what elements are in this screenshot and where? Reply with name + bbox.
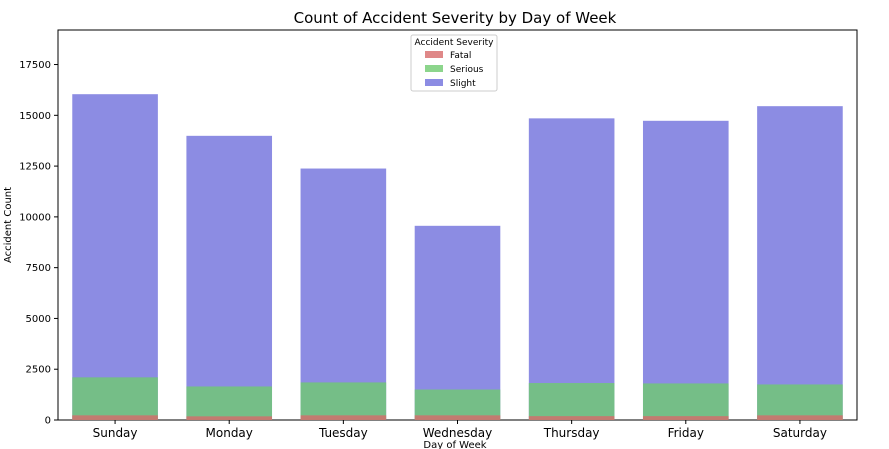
y-tick-label: 10000 xyxy=(19,212,51,223)
x-tick-label-saturday: Saturday xyxy=(773,426,827,440)
bar-slight-friday xyxy=(642,120,729,421)
legend-label-slight: Slight xyxy=(450,79,476,89)
bar-serious-thursday xyxy=(528,383,615,420)
y-tick-label: 17500 xyxy=(19,60,51,71)
x-tick-label-thursday: Thursday xyxy=(543,426,600,440)
bar-serious-monday xyxy=(186,386,273,420)
bar-serious-tuesday xyxy=(300,382,387,420)
bar-slight-wednesday xyxy=(414,225,501,420)
y-tick-label: 7500 xyxy=(26,263,51,274)
bar-serious-wednesday xyxy=(414,389,501,420)
legend-title: Accident Severity xyxy=(415,38,495,48)
y-tick-label: 12500 xyxy=(19,162,51,173)
bar-serious-friday xyxy=(642,383,729,420)
chart-title: Count of Accident Severity by Day of Wee… xyxy=(294,9,617,27)
bar-serious-saturday xyxy=(757,384,843,420)
bar-fatal-tuesday xyxy=(300,415,387,420)
bar-slight-sunday xyxy=(72,94,158,420)
x-tick-label-monday: Monday xyxy=(206,426,253,440)
plot-area: Sunday Monday Tuesday Wednesday Thursday Frid… xyxy=(19,29,858,440)
bar-slight-tuesday xyxy=(300,168,387,420)
bar-fatal-sunday xyxy=(72,415,158,420)
legend-swatch-slight xyxy=(425,79,443,86)
bar-slight-saturday xyxy=(757,106,843,421)
x-axis-label: Day of Week xyxy=(423,440,486,449)
bar-fatal-saturday xyxy=(757,415,843,420)
bar-slight-thursday xyxy=(528,118,615,421)
bar-fatal-thursday xyxy=(528,416,615,420)
x-tick-label-tuesday: Tuesday xyxy=(318,426,368,440)
x-tick-label-sunday: Sunday xyxy=(93,426,138,440)
bar-fatal-wednesday xyxy=(414,415,501,420)
legend: Accident Severity Fatal Serious Slight xyxy=(410,34,498,92)
legend-frame xyxy=(410,34,498,92)
legend-swatch-fatal xyxy=(425,51,443,58)
bar-serious-sunday xyxy=(72,377,158,420)
legend-swatch-serious xyxy=(425,65,443,72)
legend-label-serious: Serious xyxy=(450,65,484,75)
y-tick-label: 2500 xyxy=(26,365,51,376)
x-tick-label-wednesday: Wednesday xyxy=(423,426,492,440)
x-tick-label-friday: Friday xyxy=(668,426,704,440)
y-tick-label: 5000 xyxy=(26,314,51,325)
bar-fatal-friday xyxy=(642,416,729,420)
legend-label-fatal: Fatal xyxy=(450,51,471,61)
y-axis-label: Accident Count xyxy=(3,187,14,263)
y-tick-label: 15000 xyxy=(19,111,51,122)
y-tick-label: 0 xyxy=(45,416,51,427)
bar-slight-monday xyxy=(186,135,273,420)
bar-fatal-monday xyxy=(186,416,273,420)
